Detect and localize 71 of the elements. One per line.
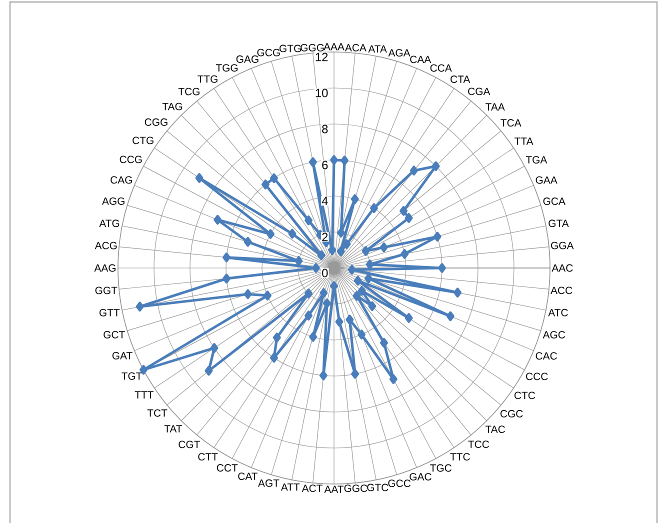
spoke-label: CGC [500,410,523,418]
spoke-label: GAG [236,55,258,63]
spoke-label: GTC [367,484,388,492]
spoke-label: GAA [536,176,558,184]
spoke-label: GCT [104,330,125,338]
spoke-label: ACG [94,242,117,250]
spoke-label: GTT [100,308,120,316]
spoke-label: TAG [162,102,182,110]
spoke-label: GAT [112,352,132,360]
y-tick-label: 8 [322,124,328,134]
spoke-label: ACC [550,286,572,294]
spoke-label: CAC [536,352,557,360]
spoke-label: CAA [410,56,432,64]
spoke-label: CAT [238,472,258,480]
spoke-label: CCT [216,464,238,472]
spoke-label: AGG [102,197,124,205]
spoke-label: CCC [526,372,548,380]
spoke-label: TCT [147,409,168,417]
spoke-label: AAA [324,43,344,50]
spoke-label: AAC [552,264,573,272]
spoke-label: TGT [122,372,142,380]
spoke-label: GGA [551,242,574,250]
spoke-label: GTG [280,44,301,52]
spoke-label: GCA [543,198,566,205]
spoke-label: TGA [526,156,548,164]
spoke-label: ACT [302,484,323,492]
spoke-label: TCG [178,88,200,96]
spoke-label: CTT [198,453,218,461]
spoke-label: AGA [388,49,410,57]
spoke-label: TTT [134,391,154,398]
spoke-label: TAC [485,426,505,434]
spoke-label: ATA [368,45,387,53]
spoke-label: GCG [257,48,280,56]
y-tick-label: 0 [322,268,328,278]
spoke-label: AAG [94,264,116,272]
spoke-label: CGG [144,118,168,126]
spoke-label: ATC [548,308,568,316]
spoke-label: TTA [514,138,534,145]
spoke-label: CTC [514,392,536,400]
spoke-label: TCA [500,119,522,127]
y-tick-label: 4 [322,196,328,206]
spoke-label: GGG [300,44,324,52]
spoke-label: GCC [388,480,411,488]
spoke-label: AGC [542,331,566,338]
spoke-label: CAG [110,176,132,184]
y-tick-label: 6 [322,160,328,170]
y-tick-label: 12 [316,52,328,62]
spoke-label: GAC [410,473,432,480]
spoke-label: CGA [468,88,490,96]
spoke-label: ACA [344,44,366,52]
spoke-label: CGT [178,440,200,448]
spoke-label: CTA [450,76,470,83]
spoke-label: CCG [120,156,142,164]
spoke-label: CCA [430,64,452,72]
spoke-label: TAT [164,425,182,432]
spoke-label: ATG [99,220,120,228]
spoke-label: TTC [450,453,470,461]
spoke-label: GGC [344,484,368,492]
spoke-label: TTG [198,75,218,83]
spoke-label: GGT [95,286,118,294]
spoke-label: CTG [132,136,154,144]
y-tick-label: 2 [322,232,328,242]
spoke-label: TAA [486,103,505,110]
spoke-label: GTA [548,220,569,228]
spoke-label: AGT [258,479,280,487]
y-tick-label: 10 [316,88,328,98]
spoke-label: TCC [468,440,490,448]
spoke-label: AAT [324,486,344,493]
spoke-label: TGC [430,464,452,472]
spoke-label: ATT [280,483,300,491]
spoke-label: TGG [216,64,238,72]
